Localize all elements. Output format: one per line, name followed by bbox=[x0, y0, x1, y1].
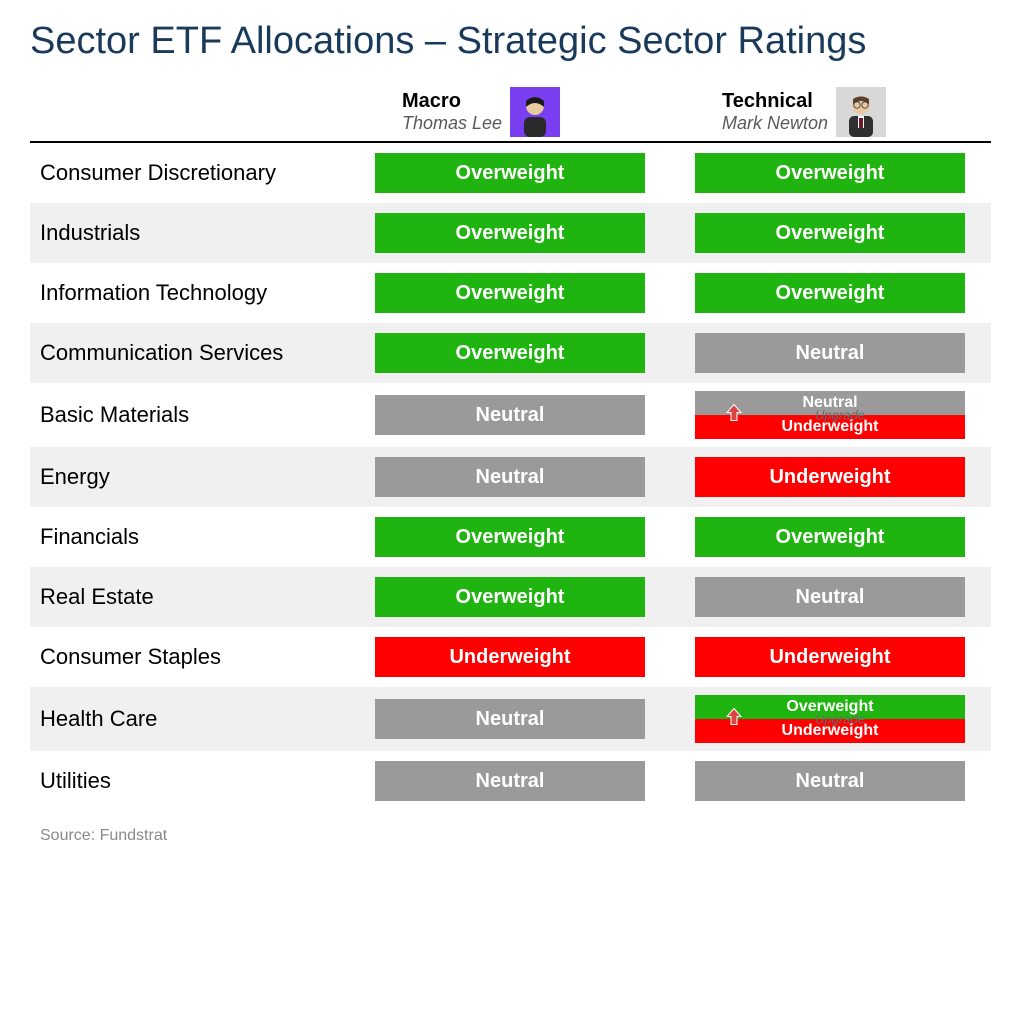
rating-badge: Underweight bbox=[695, 457, 965, 497]
rating-upgrade-stack: NeutralUnderweightUpgrade bbox=[695, 391, 965, 439]
table-row: Basic Materials Neutral NeutralUnderweight… bbox=[30, 383, 991, 447]
analyst-name-technical: Mark Newton bbox=[722, 113, 828, 134]
upgrade-label: Upgrade bbox=[795, 712, 865, 727]
table-row: Information Technology Overweight Overweig… bbox=[30, 263, 991, 323]
rating-cell: Overweight bbox=[360, 273, 660, 313]
rating-badge: Overweight bbox=[375, 273, 645, 313]
upgrade-label: Upgrade bbox=[795, 408, 865, 423]
sector-name: Information Technology bbox=[30, 280, 360, 306]
rating-badge: Overweight bbox=[695, 273, 965, 313]
rating-cell: Neutral bbox=[680, 333, 980, 373]
sector-name: Industrials bbox=[30, 220, 360, 246]
upgrade-arrow-icon bbox=[725, 403, 743, 428]
analyst-header-macro: Macro Thomas Lee bbox=[360, 87, 660, 137]
rating-cell: Neutral bbox=[360, 457, 660, 497]
rating-badge: Overweight bbox=[375, 577, 645, 617]
rating-badge: Overweight bbox=[695, 153, 965, 193]
table-row: Industrials Overweight Overweight bbox=[30, 203, 991, 263]
table-row: Consumer Discretionary Overweight Overweig… bbox=[30, 143, 991, 203]
rating-cell: Overweight bbox=[680, 517, 980, 557]
rating-cell: Overweight bbox=[680, 213, 980, 253]
analyst-name-macro: Thomas Lee bbox=[402, 113, 502, 134]
rating-badge: Neutral bbox=[375, 761, 645, 801]
sector-name: Consumer Discretionary bbox=[30, 160, 360, 186]
rating-badge: Neutral bbox=[375, 699, 645, 739]
rating-cell: Overweight bbox=[680, 153, 980, 193]
sector-name: Real Estate bbox=[30, 584, 360, 610]
avatar bbox=[836, 87, 886, 137]
table-row: Utilities Neutral Neutral bbox=[30, 751, 991, 811]
sector-name: Basic Materials bbox=[30, 402, 360, 428]
rating-cell: Overweight bbox=[360, 517, 660, 557]
rating-cell: Overweight bbox=[360, 333, 660, 373]
rating-cell: Neutral bbox=[680, 761, 980, 801]
rating-badge: Underweight bbox=[695, 637, 965, 677]
page-title: Sector ETF Allocations – Strategic Secto… bbox=[30, 20, 991, 63]
rating-badge: Neutral bbox=[375, 395, 645, 435]
rating-cell: Overweight bbox=[360, 213, 660, 253]
rating-badge: Neutral bbox=[695, 577, 965, 617]
table-row: Financials Overweight Overweight bbox=[30, 507, 991, 567]
rating-cell: Neutral bbox=[360, 395, 660, 435]
analyst-title-macro: Macro bbox=[402, 90, 502, 113]
rating-cell: Underweight bbox=[680, 637, 980, 677]
analyst-header-technical: Technical Mark Newton bbox=[680, 87, 980, 137]
rating-badge: Neutral bbox=[695, 333, 965, 373]
table-header: Macro Thomas Lee Technical Mark Newton bbox=[30, 87, 991, 143]
rating-badge: Overweight bbox=[375, 213, 645, 253]
rating-cell: Overweight bbox=[360, 153, 660, 193]
sector-name: Financials bbox=[30, 524, 360, 550]
rating-cell: Underweight bbox=[680, 457, 980, 497]
sector-name: Utilities bbox=[30, 768, 360, 794]
rating-badge: Overweight bbox=[695, 213, 965, 253]
rating-badge: Overweight bbox=[695, 517, 965, 557]
analyst-title-technical: Technical bbox=[722, 90, 828, 113]
rating-cell: Neutral bbox=[360, 761, 660, 801]
table-row: Real Estate Overweight Neutral bbox=[30, 567, 991, 627]
rating-cell: Underweight bbox=[360, 637, 660, 677]
rating-badge: Overweight bbox=[375, 153, 645, 193]
table-row: Energy Neutral Underweight bbox=[30, 447, 991, 507]
rating-badge: Neutral bbox=[375, 457, 645, 497]
rating-cell: Overweight bbox=[680, 273, 980, 313]
avatar bbox=[510, 87, 560, 137]
rating-badge: Underweight bbox=[375, 637, 645, 677]
sector-name: Communication Services bbox=[30, 340, 360, 366]
rating-cell: Overweight bbox=[360, 577, 660, 617]
rating-upgrade-stack: OverweightUnderweightUpgrade bbox=[695, 695, 965, 743]
rating-cell: NeutralUnderweightUpgrade bbox=[680, 391, 980, 439]
rating-badge: Overweight bbox=[375, 517, 645, 557]
rating-cell: Neutral bbox=[680, 577, 980, 617]
source-text: Source: Fundstrat bbox=[30, 827, 991, 845]
sector-name: Health Care bbox=[30, 706, 360, 732]
rating-cell: OverweightUnderweightUpgrade bbox=[680, 695, 980, 743]
table-row: Communication Services Overweight Neutral bbox=[30, 323, 991, 383]
table-body: Consumer Discretionary Overweight Overweig… bbox=[30, 143, 991, 811]
rating-cell: Neutral bbox=[360, 699, 660, 739]
table-row: Consumer Staples Underweight Underweight bbox=[30, 627, 991, 687]
table-row: Health Care Neutral OverweightUnderweightU… bbox=[30, 687, 991, 751]
rating-badge: Neutral bbox=[695, 761, 965, 801]
sector-name: Consumer Staples bbox=[30, 644, 360, 670]
upgrade-arrow-icon bbox=[725, 707, 743, 732]
rating-badge: Overweight bbox=[375, 333, 645, 373]
sector-name: Energy bbox=[30, 464, 360, 490]
